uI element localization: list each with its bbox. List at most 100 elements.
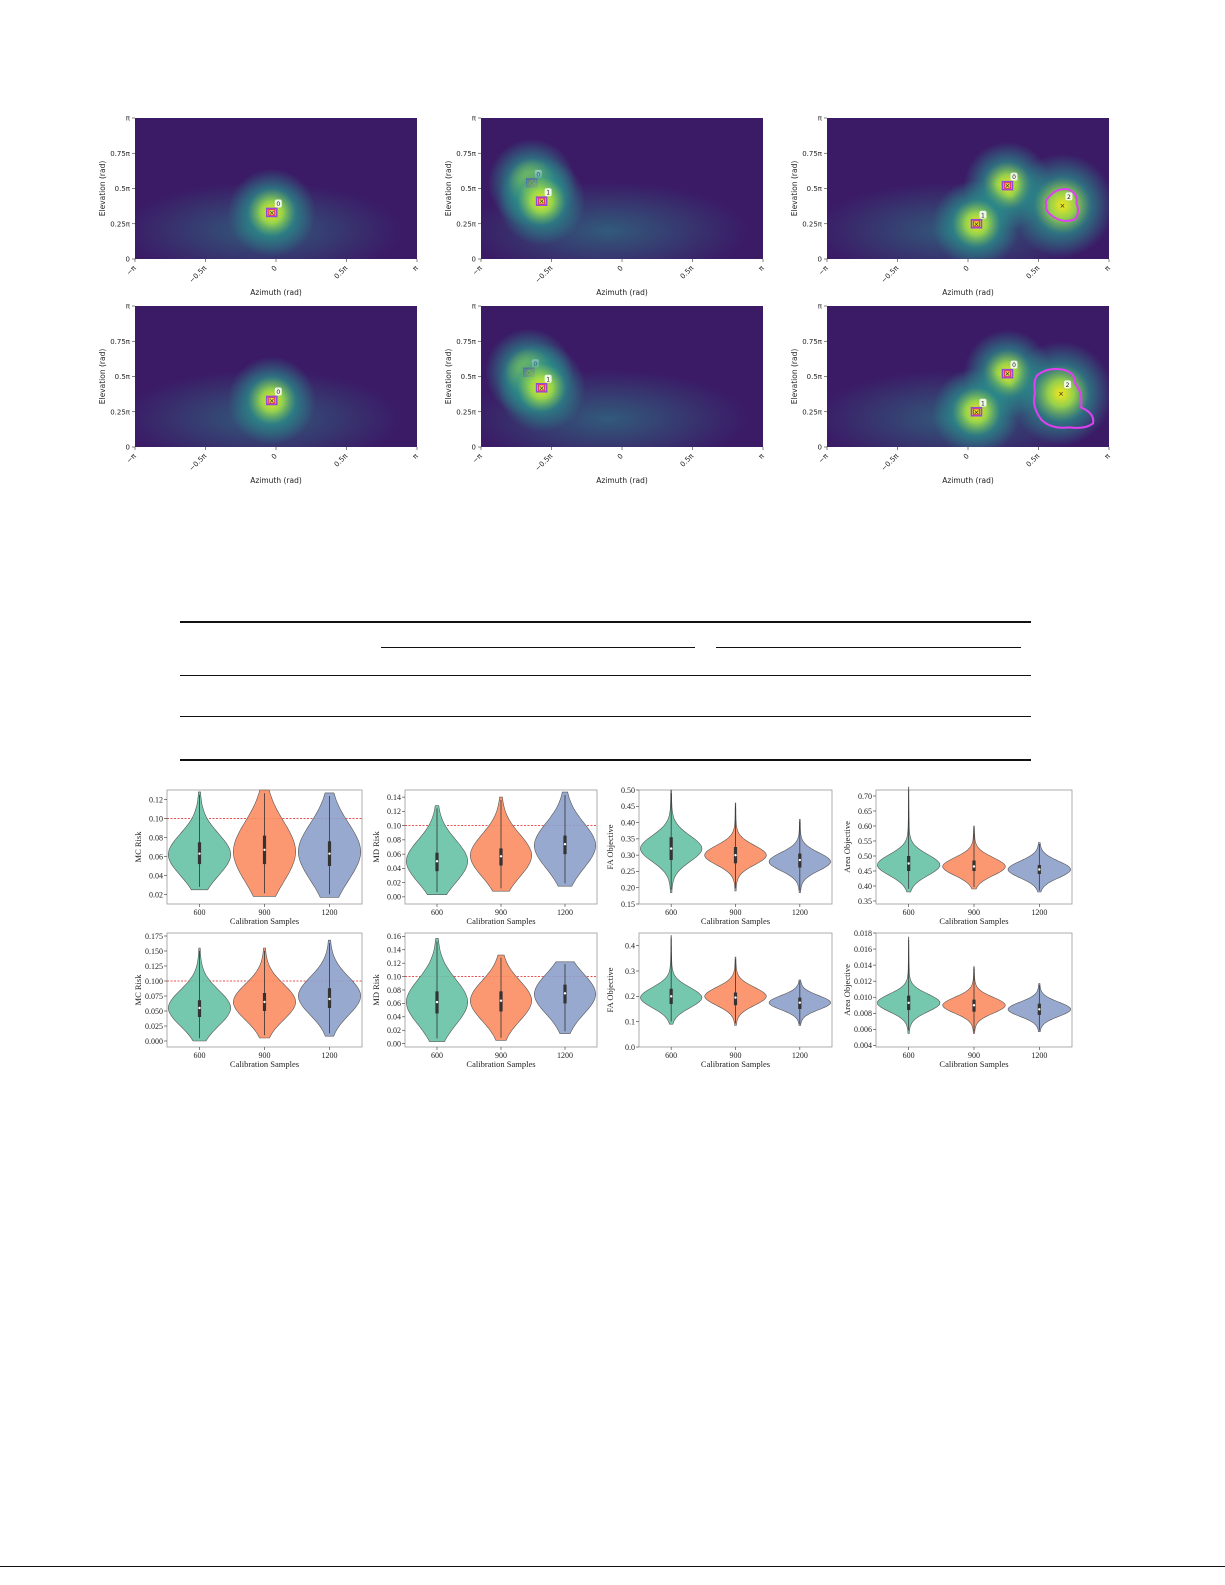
violin-median [734, 853, 737, 857]
violin-median [907, 862, 910, 865]
x-tick-label: −0.5π [188, 264, 209, 285]
x-tick-label: 0 [270, 452, 279, 461]
x-tick-label: −0.5π [534, 264, 555, 285]
y-tick-label: 0.20 [621, 884, 635, 893]
x-tick-label: π [1103, 452, 1112, 461]
table-bottom-rule [180, 759, 1031, 761]
x-axis-label: Calibration Samples [939, 1059, 1008, 1069]
x-axis-label: Azimuth (rad) [942, 476, 994, 485]
source-label: 0 [276, 201, 280, 208]
table-group-rule-left [381, 647, 695, 648]
heatmap-panel: ×0×1−π−0.5π00.5ππ00.25π0.5π0.75ππAzimuth… [444, 114, 767, 303]
x-tick-label: 1200 [1031, 908, 1047, 917]
x-tick-label: 900 [968, 908, 980, 917]
violin-median [669, 995, 673, 998]
violin-panel: 0.35 0.40 0.45 0.50 0.55 0.60 0.65 0.70 600 900 12… [842, 786, 1076, 932]
y-axis-label: FA Objective [605, 824, 615, 869]
violin-median [798, 858, 802, 862]
y-tick-label: 0.04 [387, 1013, 401, 1022]
source-hotspot [497, 157, 586, 246]
y-tick-label: 0.25π [456, 408, 477, 416]
x-axis-label: Calibration Samples [230, 1059, 299, 1069]
violin-median [499, 855, 503, 858]
x-tick-label: −π [125, 264, 138, 277]
x-tick-label: −π [471, 264, 484, 277]
prediction-region-blob [1032, 368, 1095, 429]
y-tick-label: 0.12 [387, 959, 401, 968]
y-tick-label: 0.008 [854, 1009, 872, 1018]
prediction-region [535, 382, 548, 393]
source-label: 1 [546, 376, 550, 383]
x-tick-label: 0 [270, 264, 279, 273]
y-axis-label: MD Risk [371, 831, 381, 863]
violin-svg: 0.00 0.02 0.04 0.06 0.08 0.10 0.12 0.14 600 900 12… [371, 789, 598, 926]
x-axis-label: Calibration Samples [230, 916, 299, 926]
prediction-region-inner [538, 384, 546, 392]
violin-panel: 0.00 0.02 0.04 0.06 0.08 0.10 0.12 0.14 0.16 600 9… [371, 931, 601, 1075]
x-tick-label: 0.5π [333, 452, 350, 469]
y-tick-label: 0.5π [807, 373, 823, 381]
x-tick-label: 600 [903, 1051, 915, 1060]
y-tick-label: 0.65 [858, 807, 872, 816]
x-tick-label: 900 [730, 1051, 742, 1060]
x-tick-label: 600 [903, 908, 915, 917]
x-tick-label: 0 [616, 452, 625, 461]
y-tick-label: 0.3 [625, 967, 635, 976]
source-label-bg [1065, 192, 1073, 201]
source-label: 1 [981, 212, 985, 219]
violin-median [798, 1001, 802, 1004]
y-tick-label: 0.4 [625, 941, 635, 950]
heatmap-svg: ×0×1−π−0.5π00.5ππ00.25π0.5π0.75ππAzimuth… [444, 115, 766, 298]
y-tick-label: 0 [126, 256, 130, 264]
x-tick-label: π [411, 452, 420, 461]
x-tick-label: 1200 [322, 1051, 338, 1060]
source-label-bg [544, 188, 552, 197]
y-tick-label: 0.025 [145, 1022, 163, 1031]
source-hotspot [497, 343, 586, 432]
y-tick-label: 0.06 [387, 999, 401, 1008]
y-tick-label: 0.25π [110, 220, 131, 228]
y-tick-label: 0.00 [387, 893, 401, 902]
prediction-region [265, 207, 278, 218]
x-tick-label: −π [125, 452, 138, 465]
x-axis-label: Calibration Samples [939, 916, 1008, 926]
source-marker: × [974, 408, 980, 416]
y-tick-label: 0.45 [858, 867, 872, 876]
y-axis-label: Elevation (rad) [444, 161, 453, 217]
violin-median [1038, 868, 1041, 871]
x-tick-label: 1200 [322, 908, 338, 917]
x-tick-label: 0.5π [679, 452, 696, 469]
y-tick-label: 0.10 [387, 972, 401, 981]
y-tick-label: 0 [126, 444, 130, 452]
y-axis-label: Elevation (rad) [444, 349, 453, 405]
violin-median [198, 852, 201, 855]
source-hotspot [1009, 341, 1109, 446]
violin-panel: 0.004 0.006 0.008 0.010 0.012 0.014 0.016 0.018… [842, 929, 1076, 1075]
violin-median [263, 1000, 266, 1004]
y-tick-label: 0.55 [858, 837, 872, 846]
y-tick-label: 0.12 [387, 807, 401, 816]
heatmap-panel: × 0 −π −0.5π 0 0.5π π 0 0.25π 0.5π 0.75π π Azimuth (… [98, 114, 421, 303]
y-tick-label: 0.35 [858, 897, 872, 906]
source-marker: × [974, 220, 980, 228]
x-tick-label: π [757, 264, 766, 273]
y-tick-label: 0.75π [802, 338, 823, 346]
prediction-region [265, 395, 278, 406]
y-tick-label: 0.04 [149, 871, 163, 880]
source-hotspot [1010, 153, 1109, 258]
source-label: 1 [981, 400, 985, 407]
y-tick-label: 0.012 [854, 977, 872, 986]
source-label-bg [979, 210, 987, 219]
x-tick-label: 1200 [792, 908, 808, 917]
violin-svg: 0.0 0.1 0.2 0.3 0.4 600 900 1200 Calibration Sam… [605, 932, 833, 1069]
table-top-rule [180, 621, 1031, 623]
x-axis-label: Azimuth (rad) [250, 288, 302, 297]
source-label-bg [544, 374, 552, 383]
x-tick-label: −π [471, 452, 484, 465]
prediction-region-inner [268, 208, 276, 217]
violin-median [263, 848, 266, 852]
heatmap-panel: × 0 −π −0.5π 0 0.5π π 0 0.25π 0.5π 0.75π π Azimuth (… [98, 302, 421, 491]
x-tick-label: −0.5π [534, 452, 555, 473]
source-hotspot [227, 356, 316, 445]
